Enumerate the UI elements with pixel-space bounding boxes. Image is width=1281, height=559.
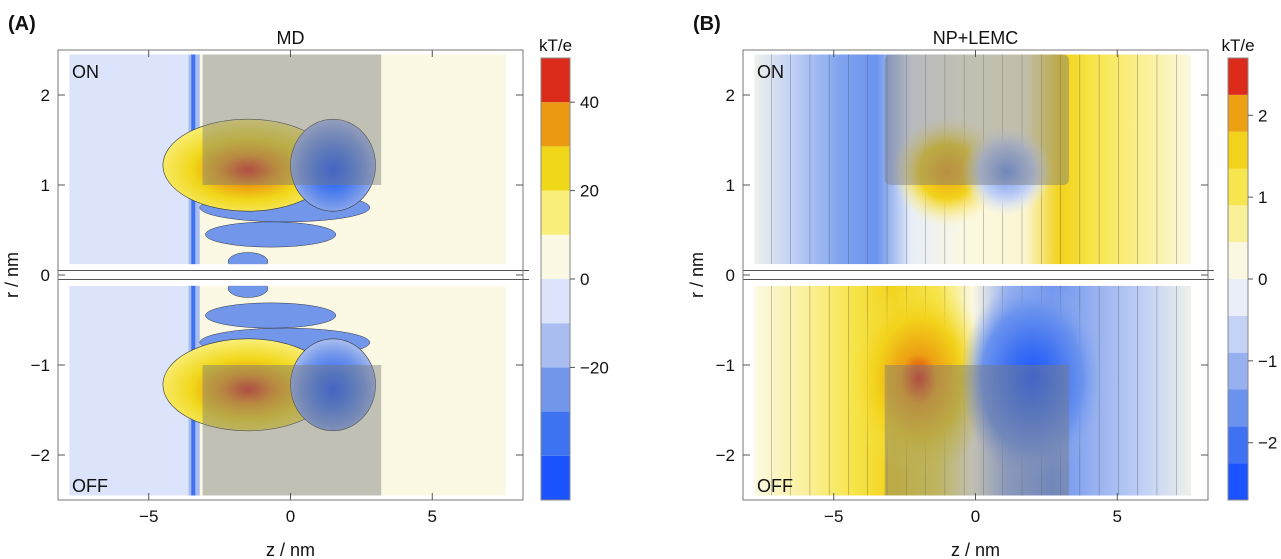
- colorbar-band: [541, 58, 570, 103]
- corner-label-on: ON: [72, 62, 99, 82]
- chart-title: MD: [277, 28, 305, 48]
- colorbar-band: [541, 279, 570, 324]
- chart-title: NP+LEMC: [933, 28, 1019, 48]
- y-tick-label: 1: [41, 176, 50, 195]
- chart-panel-b: (B) NP+LEMC −5 0 5 −2 −1 0 1 2 z / nm r / nm ON OFF −2…: [687, 13, 1277, 559]
- x-axis-label: z / nm: [951, 540, 1000, 559]
- colorbar-band: [1228, 463, 1248, 500]
- colorbar-tick-label: 40: [580, 93, 599, 112]
- colorbar-band: [1228, 205, 1248, 243]
- chart-panel-a: (A) MD −5 0 5 −2 −1 0 1 2 z / nm r / nm ON OFF −20 0 20 4…: [2, 13, 609, 559]
- x-tick-label: 5: [1113, 507, 1122, 526]
- y-axis-label: r / nm: [687, 252, 707, 298]
- panel-label: (B): [693, 13, 721, 35]
- dipole-negative-off: [290, 338, 376, 432]
- colorbar-band: [541, 367, 570, 412]
- colorbar-band: [1228, 426, 1248, 464]
- y-tick-label: 2: [41, 86, 50, 105]
- x-tick-label: −5: [824, 507, 843, 526]
- colorbar-tick-label: −20: [580, 358, 609, 377]
- colorbar-band: [1228, 242, 1248, 279]
- dipole-negative-on: [961, 126, 1052, 217]
- y-tick-label: 0: [41, 266, 50, 285]
- panel-label: (A): [8, 13, 36, 35]
- colorbar-band: [1228, 168, 1248, 206]
- x-tick-label: 5: [428, 507, 437, 526]
- colorbar-band: [1228, 315, 1248, 353]
- protein-region-off: [884, 365, 1070, 496]
- protein-region-on: [884, 54, 1070, 185]
- colorbar-band: [541, 190, 570, 235]
- colorbar-tick-label: 20: [580, 182, 599, 201]
- colorbar-band: [1228, 94, 1248, 132]
- colorbar-band: [541, 102, 570, 147]
- colorbar-tick-label: 0: [1258, 270, 1267, 289]
- colorbar-band: [541, 323, 570, 368]
- colorbar-band: [541, 234, 570, 279]
- colorbar-band: [1228, 279, 1248, 316]
- y-tick-label: 1: [726, 176, 735, 195]
- contour-lobe-off: [205, 302, 337, 329]
- y-axis-label: r / nm: [2, 252, 22, 298]
- corner-label-on: ON: [757, 62, 784, 82]
- x-tick-label: 0: [971, 507, 980, 526]
- axis-break-gap: [58, 264, 529, 286]
- colorbar-unit: kT/e: [1221, 36, 1254, 55]
- colorbar-band: [1228, 131, 1248, 169]
- colorbar-tick-label: 0: [580, 270, 589, 289]
- corner-label-off: OFF: [757, 476, 793, 496]
- colorbar-tick-label: 2: [1258, 106, 1267, 125]
- protein-region-on: [202, 54, 382, 185]
- colorbar-band: [541, 146, 570, 191]
- colorbar-tick-label: 1: [1258, 188, 1267, 207]
- colorbar-band: [541, 455, 570, 500]
- corner-label-off: OFF: [72, 476, 108, 496]
- y-tick-label: −2: [31, 446, 50, 465]
- y-tick-label: 2: [726, 86, 735, 105]
- dipole-negative-off: [960, 278, 1105, 479]
- x-axis-label: z / nm: [266, 540, 315, 559]
- colorbar-tick-label: −1: [1258, 352, 1277, 371]
- dipole-negative-on: [290, 118, 376, 212]
- colorbar-band: [1228, 58, 1248, 95]
- y-tick-label: −1: [716, 356, 735, 375]
- y-tick-label: −1: [31, 356, 50, 375]
- axis-break-gap: [743, 264, 1214, 286]
- plot-area: [58, 50, 523, 500]
- contour-lobe-on: [205, 221, 337, 248]
- dipole-positive-off: [846, 278, 991, 479]
- colorbar-band: [1228, 389, 1248, 427]
- colorbar-unit: kT/e: [539, 36, 572, 55]
- x-tick-label: 0: [286, 507, 295, 526]
- y-tick-label: 0: [726, 266, 735, 285]
- colorbar-tick-label: −2: [1258, 434, 1277, 453]
- protein-region-off: [202, 365, 382, 496]
- y-tick-label: −2: [716, 446, 735, 465]
- colorbar-band: [1228, 352, 1248, 390]
- colorbar-band: [541, 411, 570, 456]
- x-tick-label: −5: [139, 507, 158, 526]
